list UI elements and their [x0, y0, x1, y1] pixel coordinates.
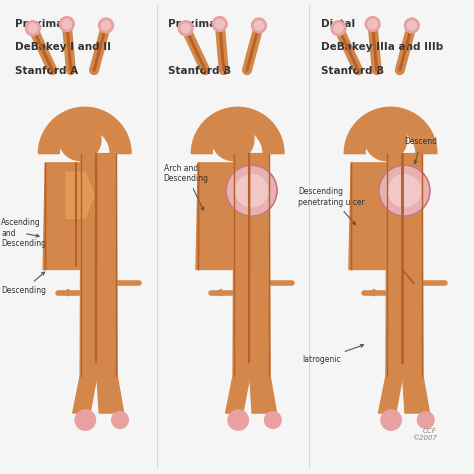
- Circle shape: [226, 165, 277, 216]
- Circle shape: [62, 19, 72, 29]
- Text: CCF
©2007: CCF ©2007: [412, 428, 437, 441]
- Circle shape: [112, 411, 128, 428]
- Circle shape: [28, 24, 37, 33]
- Text: Stanford A: Stanford A: [15, 65, 78, 75]
- Circle shape: [59, 17, 74, 31]
- Circle shape: [404, 18, 419, 33]
- Polygon shape: [250, 376, 277, 413]
- Text: Descend: Descend: [404, 137, 438, 164]
- Circle shape: [264, 411, 281, 428]
- Circle shape: [215, 19, 224, 29]
- Circle shape: [228, 410, 248, 430]
- Text: DeBakey IIIa and IIIb: DeBakey IIIa and IIIb: [321, 42, 443, 53]
- Circle shape: [212, 17, 227, 31]
- Circle shape: [75, 410, 96, 430]
- Polygon shape: [66, 172, 94, 219]
- Circle shape: [381, 410, 401, 430]
- Text: Stanford B: Stanford B: [168, 65, 231, 75]
- Text: Proximal: Proximal: [15, 19, 67, 29]
- Circle shape: [178, 21, 193, 36]
- Circle shape: [331, 21, 346, 36]
- Circle shape: [236, 174, 268, 207]
- Polygon shape: [349, 163, 404, 269]
- Polygon shape: [43, 163, 99, 269]
- Circle shape: [26, 21, 40, 36]
- Text: DeBakey I and II: DeBakey I and II: [15, 42, 111, 53]
- Polygon shape: [403, 376, 429, 413]
- Circle shape: [407, 21, 417, 30]
- Text: Arch and
Descending: Arch and Descending: [164, 164, 209, 210]
- Text: Proximal: Proximal: [168, 19, 220, 29]
- Polygon shape: [386, 154, 423, 376]
- Polygon shape: [233, 154, 270, 376]
- Polygon shape: [226, 376, 250, 413]
- Circle shape: [212, 119, 254, 161]
- Wedge shape: [191, 107, 284, 154]
- Circle shape: [388, 174, 421, 207]
- Circle shape: [368, 19, 377, 29]
- Polygon shape: [97, 376, 124, 413]
- Text: Stanford B: Stanford B: [321, 65, 384, 75]
- Circle shape: [254, 21, 264, 30]
- Circle shape: [365, 119, 407, 161]
- Circle shape: [101, 21, 110, 30]
- Circle shape: [99, 18, 113, 33]
- Text: Descending: Descending: [1, 272, 46, 295]
- Text: Ascending
and
Descending: Ascending and Descending: [1, 219, 46, 248]
- Wedge shape: [344, 107, 437, 154]
- Polygon shape: [379, 376, 403, 413]
- Circle shape: [334, 24, 343, 33]
- Circle shape: [418, 411, 434, 428]
- Circle shape: [379, 165, 430, 216]
- Circle shape: [252, 18, 266, 33]
- Circle shape: [181, 24, 190, 33]
- Text: Descending
penetrating ulcer: Descending penetrating ulcer: [298, 187, 365, 225]
- Circle shape: [365, 17, 380, 31]
- Polygon shape: [80, 154, 117, 376]
- Wedge shape: [38, 107, 131, 154]
- Text: Distal: Distal: [321, 19, 355, 29]
- Polygon shape: [196, 163, 252, 269]
- Text: Iatrogenic: Iatrogenic: [302, 345, 364, 364]
- Circle shape: [59, 119, 101, 161]
- Polygon shape: [73, 376, 97, 413]
